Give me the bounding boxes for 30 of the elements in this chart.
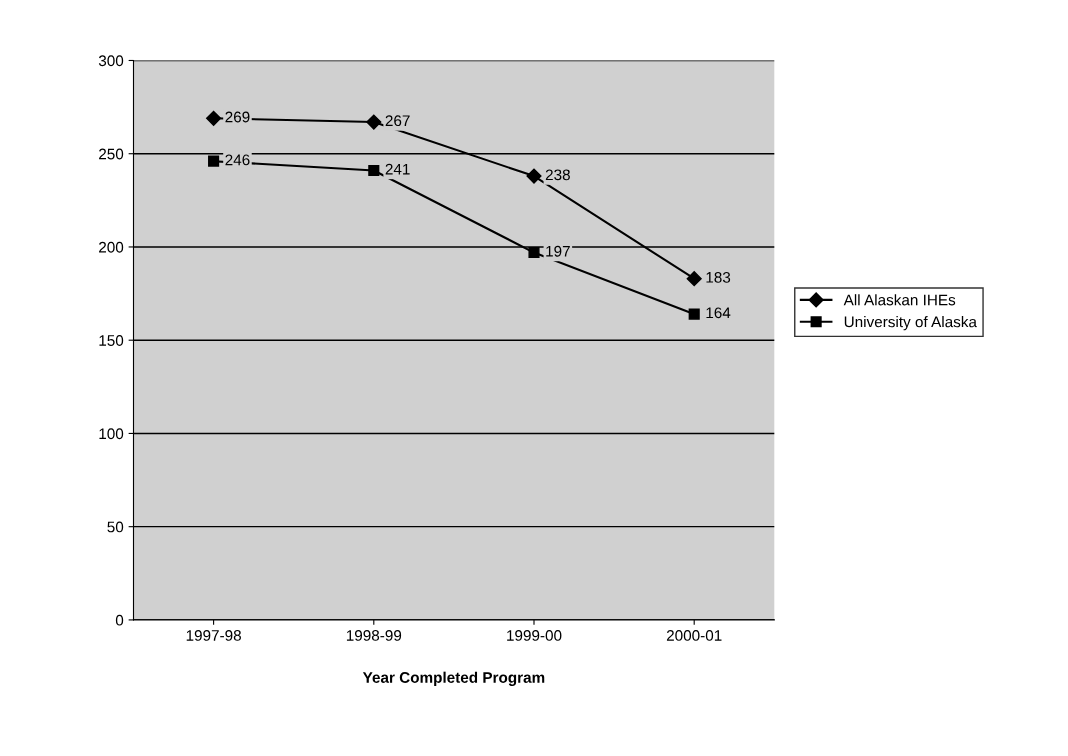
data-label: 241 [385,163,410,175]
data-label: 183 [706,271,731,283]
x-axis-title: Year Completed Program [362,671,545,686]
y-tick-label: 250 [99,148,124,160]
point [206,110,222,126]
point [528,246,540,259]
point [688,308,700,320]
x-tick-label: 1999-00 [507,630,562,641]
y-tick-label: 150 [99,335,124,346]
data-label: 197 [546,245,570,257]
point [366,114,382,130]
y-tick-label: 200 [99,241,124,253]
point [526,168,542,184]
y-tick-label: 0 [115,614,124,626]
legend-label: All Alaskan IHEs [843,294,956,306]
data-label: 269 [225,111,250,123]
x-tick-label: 2000-01 [666,630,722,641]
y-tick-label: 300 [98,55,124,67]
y-tick-label: 50 [107,521,124,533]
point [208,155,220,167]
data-label: 246 [225,154,250,166]
y-tick-label: 100 [99,428,124,440]
point [686,271,702,287]
data-label: 238 [545,169,570,181]
x-tick-label: 1998-99 [346,630,402,641]
point [368,164,380,177]
x-tick-label: 1997-98 [186,630,241,641]
data-label: 267 [385,115,410,127]
data-label: 164 [706,307,731,319]
legend-label: University of Alaska [844,316,977,331]
